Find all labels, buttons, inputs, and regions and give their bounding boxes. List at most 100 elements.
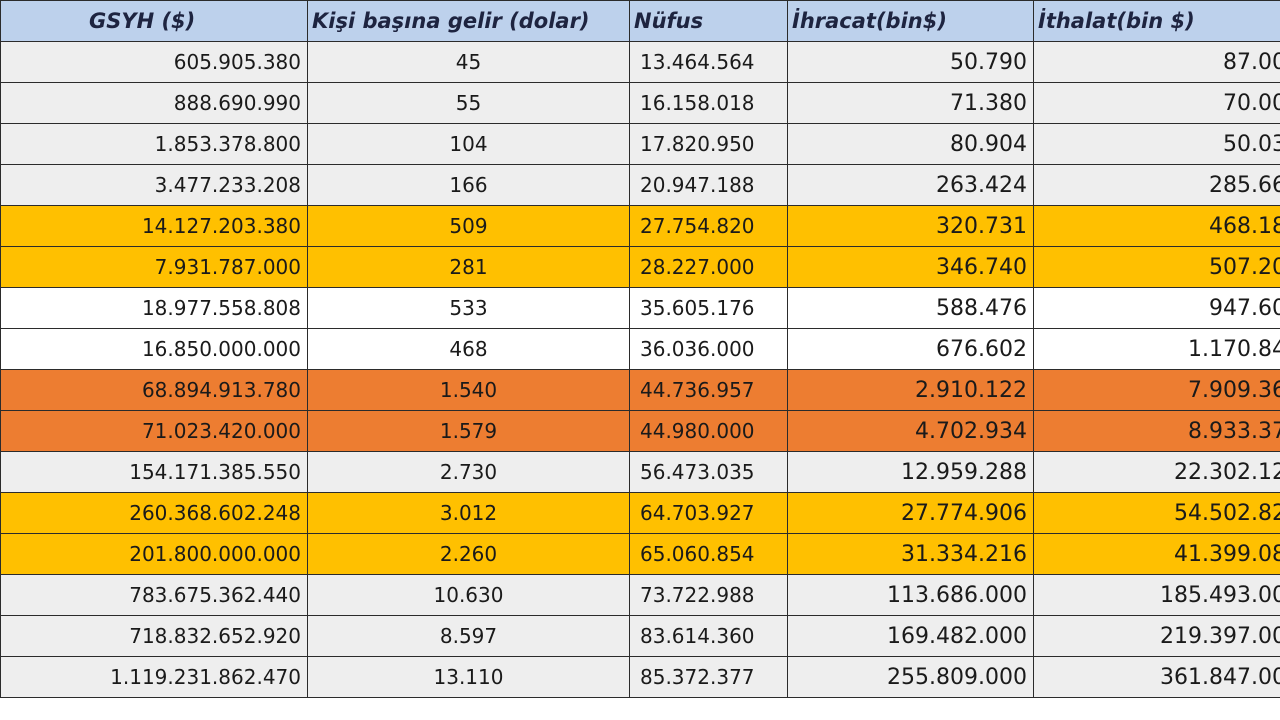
- cell-imports[interactable]: 50.035: [1033, 123, 1280, 165]
- cell-exports[interactable]: 27.774.906: [787, 492, 1034, 534]
- cell-gdp[interactable]: 18.977.558.808: [0, 287, 308, 329]
- table-row: 1.119.231.862.470 13.110 85.372.377 255.809…: [0, 656, 1280, 698]
- cell-exports[interactable]: 4.702.934: [787, 410, 1034, 452]
- cell-gdp[interactable]: 14.127.203.380: [0, 205, 308, 247]
- cell-imports[interactable]: 185.493.000: [1033, 574, 1280, 616]
- cell-population[interactable]: 17.820.950: [629, 123, 788, 165]
- cell-population[interactable]: 27.754.820: [629, 205, 788, 247]
- table-row: 18.977.558.80853335.605.176588.476947.60…: [0, 287, 1280, 329]
- cell-gdp[interactable]: 1.119.231.862.470: [0, 656, 308, 698]
- cell-per-capita-income[interactable]: 13.110: [307, 656, 630, 698]
- cell-imports[interactable]: 468.186: [1033, 205, 1280, 247]
- cell-per-capita-income[interactable]: 509: [307, 205, 630, 247]
- cell-gdp[interactable]: 718.832.652.920: [0, 615, 308, 657]
- cell-gdp[interactable]: 783.675.362.440: [0, 574, 308, 616]
- cell-gdp[interactable]: 888.690.990: [0, 82, 308, 124]
- table-row: 783.675.362.440 10.630 73.722.988 113.686.0…: [0, 574, 1280, 616]
- cell-exports[interactable]: 12.959.288: [787, 451, 1034, 493]
- cell-imports[interactable]: 507.205: [1033, 246, 1280, 288]
- cell-imports[interactable]: 1.170.840: [1033, 328, 1280, 370]
- cell-exports[interactable]: 80.904: [787, 123, 1034, 165]
- header-population[interactable]: Nüfus: [629, 0, 788, 42]
- table-row: 16.850.000.000 468 36.036.000 676.602 1.170.…: [0, 328, 1280, 370]
- cell-exports[interactable]: 255.809.000: [787, 656, 1034, 698]
- cell-gdp[interactable]: 71.023.420.000: [0, 410, 308, 452]
- cell-imports[interactable]: 54.502.821: [1033, 492, 1280, 534]
- cell-gdp[interactable]: 1.853.378.800: [0, 123, 308, 165]
- table-header: GSYH ($) Kişi başına gelir (dolar) Nüfus…: [0, 0, 1280, 42]
- cell-population[interactable]: 16.158.018: [629, 82, 788, 124]
- cell-per-capita-income[interactable]: 281: [307, 246, 630, 288]
- header-per-capita-income[interactable]: Kişi başına gelir (dolar): [307, 0, 630, 42]
- cell-exports[interactable]: 320.731: [787, 205, 1034, 247]
- cell-gdp[interactable]: 201.800.000.000: [0, 533, 308, 575]
- cell-population[interactable]: 36.036.000: [629, 328, 788, 370]
- table-body: 605.905.3804513.464.56450.79087.000888.6…: [0, 41, 1280, 698]
- cell-per-capita-income[interactable]: 533: [307, 287, 630, 329]
- cell-per-capita-income[interactable]: 10.630: [307, 574, 630, 616]
- economic-data-table: GSYH ($) Kişi başına gelir (dolar) Nüfus…: [0, 0, 1280, 698]
- cell-per-capita-income[interactable]: 1.579: [307, 410, 630, 452]
- cell-exports[interactable]: 2.910.122: [787, 369, 1034, 411]
- cell-imports[interactable]: 22.302.126: [1033, 451, 1280, 493]
- cell-per-capita-income[interactable]: 2.730: [307, 451, 630, 493]
- cell-per-capita-income[interactable]: 55: [307, 82, 630, 124]
- cell-per-capita-income[interactable]: 468: [307, 328, 630, 370]
- cell-imports[interactable]: 8.933.374: [1033, 410, 1280, 452]
- cell-per-capita-income[interactable]: 8.597: [307, 615, 630, 657]
- cell-exports[interactable]: 50.790: [787, 41, 1034, 83]
- table-row: 14.127.203.38050927.754.820320.731468.18…: [0, 205, 1280, 247]
- cell-population[interactable]: 65.060.854: [629, 533, 788, 575]
- cell-gdp[interactable]: 605.905.380: [0, 41, 308, 83]
- cell-imports[interactable]: 87.000: [1033, 41, 1280, 83]
- cell-population[interactable]: 20.947.188: [629, 164, 788, 206]
- cell-exports[interactable]: 676.602: [787, 328, 1034, 370]
- cell-gdp[interactable]: 260.368.602.248: [0, 492, 308, 534]
- cell-exports[interactable]: 263.424: [787, 164, 1034, 206]
- cell-per-capita-income[interactable]: 166: [307, 164, 630, 206]
- cell-per-capita-income[interactable]: 2.260: [307, 533, 630, 575]
- cell-population[interactable]: 85.372.377: [629, 656, 788, 698]
- header-exports[interactable]: İhracat(bin$): [787, 0, 1034, 42]
- cell-per-capita-income[interactable]: 3.012: [307, 492, 630, 534]
- cell-population[interactable]: 13.464.564: [629, 41, 788, 83]
- cell-population[interactable]: 56.473.035: [629, 451, 788, 493]
- cell-gdp[interactable]: 16.850.000.000: [0, 328, 308, 370]
- cell-gdp[interactable]: 3.477.233.208: [0, 164, 308, 206]
- cell-exports[interactable]: 113.686.000: [787, 574, 1034, 616]
- cell-exports[interactable]: 346.740: [787, 246, 1034, 288]
- header-row: GSYH ($) Kişi başına gelir (dolar) Nüfus…: [0, 0, 1280, 42]
- cell-imports[interactable]: 947.604: [1033, 287, 1280, 329]
- cell-population[interactable]: 35.605.176: [629, 287, 788, 329]
- cell-imports[interactable]: 219.397.000: [1033, 615, 1280, 657]
- cell-per-capita-income[interactable]: 45: [307, 41, 630, 83]
- cell-population[interactable]: 83.614.360: [629, 615, 788, 657]
- cell-imports[interactable]: 7.909.364: [1033, 369, 1280, 411]
- table-row: 71.023.420.000 1.579 44.980.000 4.702.934 8.…: [0, 410, 1280, 452]
- header-imports[interactable]: İthalat(bin $): [1033, 0, 1280, 42]
- cell-population[interactable]: 64.703.927: [629, 492, 788, 534]
- cell-exports[interactable]: 31.334.216: [787, 533, 1034, 575]
- cell-exports[interactable]: 169.482.000: [787, 615, 1034, 657]
- cell-exports[interactable]: 588.476: [787, 287, 1034, 329]
- cell-population[interactable]: 73.722.988: [629, 574, 788, 616]
- cell-gdp[interactable]: 7.931.787.000: [0, 246, 308, 288]
- cell-per-capita-income[interactable]: 1.540: [307, 369, 630, 411]
- cell-imports[interactable]: 285.664: [1033, 164, 1280, 206]
- header-gdp[interactable]: GSYH ($): [0, 0, 308, 42]
- cell-imports[interactable]: 361.847.000: [1033, 656, 1280, 698]
- cell-population[interactable]: 44.736.957: [629, 369, 788, 411]
- cell-exports[interactable]: 71.380: [787, 82, 1034, 124]
- cell-per-capita-income[interactable]: 104: [307, 123, 630, 165]
- cell-population[interactable]: 44.980.000: [629, 410, 788, 452]
- cell-gdp[interactable]: 68.894.913.780: [0, 369, 308, 411]
- cell-population[interactable]: 28.227.000: [629, 246, 788, 288]
- cell-imports[interactable]: 70.000: [1033, 82, 1280, 124]
- cell-imports[interactable]: 41.399.083: [1033, 533, 1280, 575]
- cell-gdp[interactable]: 154.171.385.550: [0, 451, 308, 493]
